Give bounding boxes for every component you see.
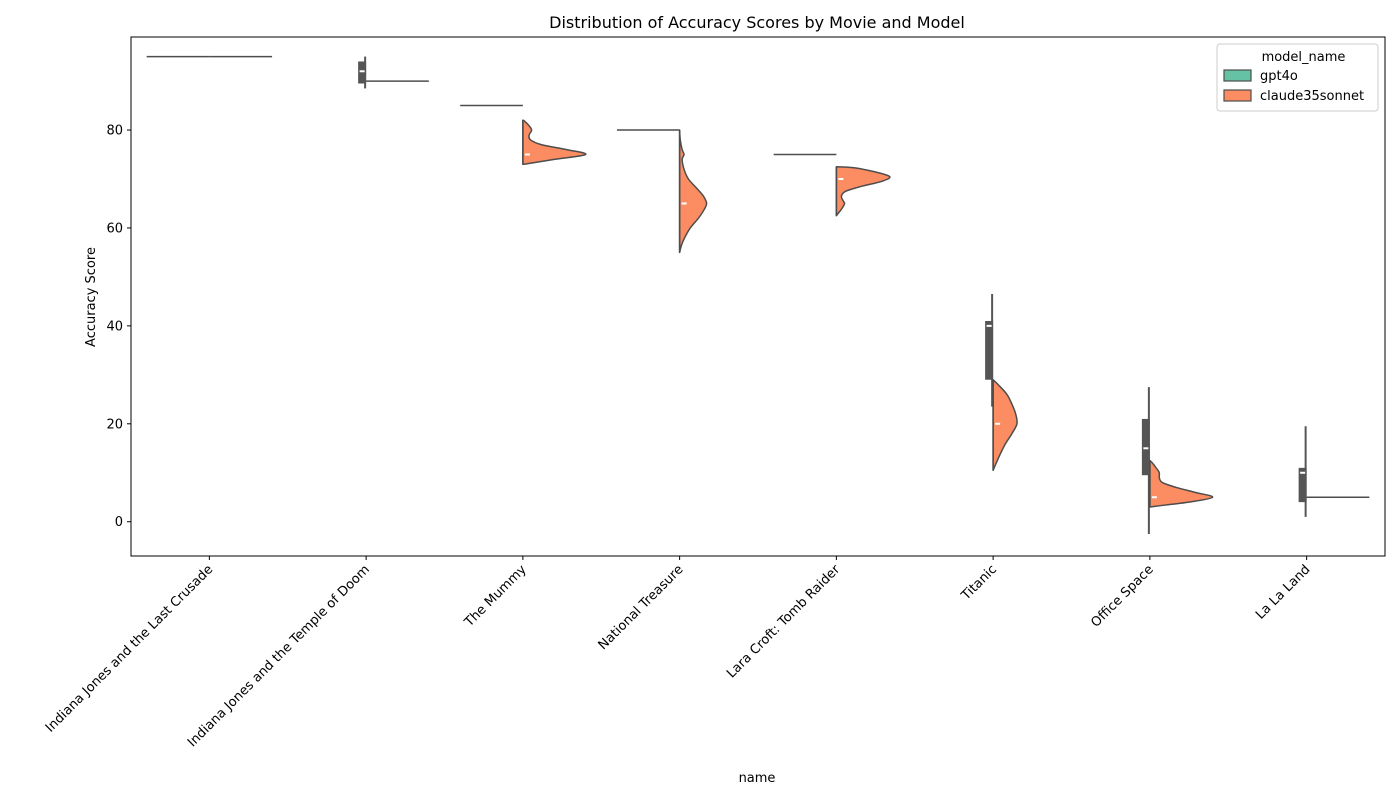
y-tick-label: 40 <box>106 319 123 334</box>
legend-frame <box>1216 43 1379 112</box>
violin-claude35sonnet-national-treasure-body <box>678 129 708 254</box>
violin-gpt4o-la-la-land-box <box>1298 467 1307 503</box>
plot-frame <box>130 36 1386 557</box>
violin-gpt4o-titanic-box <box>985 320 994 380</box>
violin-claude35sonnet-the-mummy-body <box>522 119 587 166</box>
plot-area <box>146 55 1370 534</box>
y-tick-label: 20 <box>106 417 123 432</box>
legend-swatch-claude35sonnet <box>1223 89 1252 102</box>
legend: model_name gpt4o claude35sonnet <box>1216 43 1379 112</box>
y-axis-title: Accuracy Score <box>84 247 99 347</box>
violin-claude35sonnet-lara-croft-tomb-raider-body <box>835 166 891 217</box>
violin-gpt4o-office-space-box <box>1141 418 1150 476</box>
legend-label-gpt4o: gpt4o <box>1260 69 1298 84</box>
legend-title: model_name <box>1262 50 1346 65</box>
violin-gpt4o-indiana-jones-and-the-temple-of-doom-box <box>358 61 367 84</box>
y-tick-label: 80 <box>106 124 123 139</box>
violin-claude35sonnet-titanic-body <box>992 378 1018 472</box>
violin-claude35sonnet-office-space-body <box>1149 459 1214 508</box>
y-tick-label: 0 <box>115 515 123 530</box>
chart-title: Distribution of Accuracy Scores by Movie… <box>549 13 965 32</box>
y-tick-label: 60 <box>106 221 123 236</box>
legend-label-claude35sonnet: claude35sonnet <box>1260 89 1364 104</box>
x-axis-title: name <box>739 771 776 786</box>
legend-swatch-gpt4o <box>1223 69 1252 82</box>
